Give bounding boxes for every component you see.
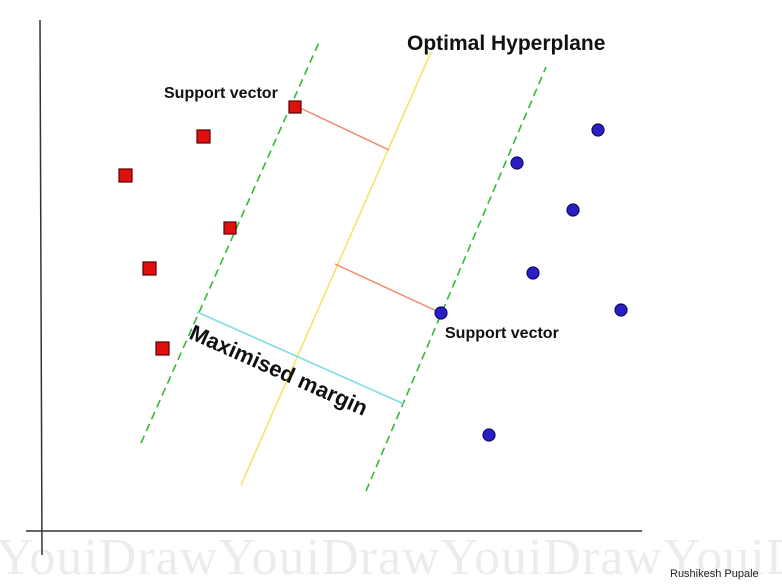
support-vector-label-bottom: Support vector xyxy=(445,325,559,342)
watermark: YouiDrawYouiDrawYouiDrawYouiDra xyxy=(0,529,782,585)
margin-boundary-right xyxy=(365,66,547,492)
red-square-icon xyxy=(223,221,237,235)
red-square-icon xyxy=(288,100,302,114)
blue-circle-icon xyxy=(566,203,580,217)
diagram-title: Optimal Hyperplane xyxy=(407,32,605,55)
blue-circle-icon xyxy=(482,428,496,442)
maximised-margin-line xyxy=(196,311,405,405)
blue-circle-icon xyxy=(434,306,448,320)
support-vector-label-top: Support vector xyxy=(164,85,278,102)
maximised-margin-label: Maximised margin xyxy=(186,320,372,421)
red-square-icon xyxy=(142,261,157,276)
red-square-icon xyxy=(196,129,211,144)
distance-line-bottom xyxy=(334,263,442,314)
y-axis xyxy=(39,19,43,556)
blue-circle-icon xyxy=(510,156,524,170)
blue-circle-icon xyxy=(526,266,540,280)
red-square-icon xyxy=(155,341,170,356)
author-credit: Rushikesh Pupale xyxy=(670,568,759,580)
blue-circle-icon xyxy=(591,123,605,137)
distance-line-top xyxy=(295,105,390,151)
blue-circle-icon xyxy=(614,303,628,317)
optimal-hyperplane-line xyxy=(240,51,432,486)
red-square-icon xyxy=(118,168,133,183)
class-b-points xyxy=(434,123,628,442)
class-a-points xyxy=(118,100,302,356)
